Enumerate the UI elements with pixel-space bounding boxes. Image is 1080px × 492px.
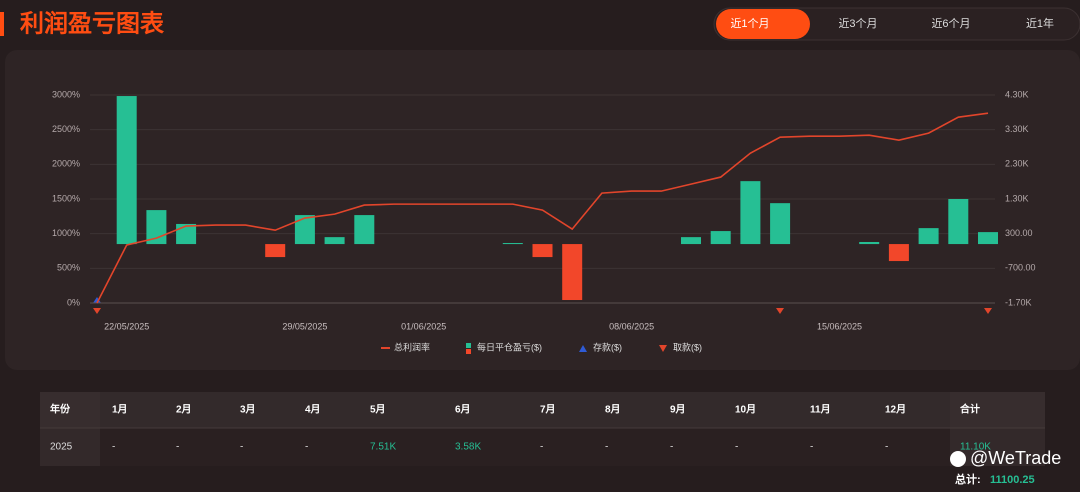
table-cell: - — [735, 442, 738, 453]
tab[interactable]: 近3个月 — [838, 17, 877, 30]
bar — [888, 244, 909, 262]
table-first-col — [40, 392, 100, 466]
x-tick-label: 15/06/2025 — [817, 321, 862, 331]
bar — [294, 215, 315, 245]
x-tick-label: 29/05/2025 — [282, 321, 327, 331]
bar — [502, 243, 523, 245]
tab[interactable]: 近1个月 — [730, 17, 769, 30]
bar — [859, 241, 880, 245]
table-header-cell: 4月 — [305, 404, 321, 416]
table-cell: - — [670, 442, 673, 453]
y2-tick-label: -1.70K — [1005, 297, 1032, 307]
tab-active[interactable] — [716, 9, 810, 39]
bar — [740, 181, 761, 245]
table-header-cell: 5月 — [370, 404, 386, 416]
y-tick-label: 1000% — [52, 228, 80, 238]
legend-label: 取款($) — [673, 341, 702, 352]
table-header-cell: 1月 — [112, 404, 128, 416]
line — [96, 112, 989, 304]
page-title: 利润盈亏图表 — [20, 9, 165, 37]
table-header-cell: 年份 — [50, 403, 71, 416]
y-tick-label: 2500% — [52, 124, 80, 134]
table-total-col — [950, 392, 1045, 466]
table-header-cell: 9月 — [670, 404, 686, 416]
table-body-row — [40, 428, 1045, 466]
table-cell: - — [176, 442, 179, 453]
table-cell: 2025 — [50, 442, 73, 453]
bar — [562, 244, 583, 301]
y-tick-label: 0% — [67, 297, 80, 307]
table-cell: 7.51K — [370, 442, 396, 453]
footer-value: 11100.25 — [990, 474, 1035, 486]
table-cell: - — [885, 442, 888, 453]
x-tick-label: 22/05/2025 — [104, 321, 149, 331]
withdraw-marker — [984, 308, 992, 314]
table-header-cell: 6月 — [455, 404, 471, 416]
watermark: @WeTrade — [970, 448, 1061, 468]
bar — [354, 215, 375, 245]
legend-swatch — [466, 343, 471, 348]
table-cell: - — [112, 442, 115, 453]
y-tick-label: 2000% — [52, 159, 80, 169]
table-header-cell: 3月 — [240, 404, 256, 416]
withdraw-marker — [93, 308, 101, 314]
tab[interactable]: 近6个月 — [931, 17, 970, 30]
x-tick-label: 08/06/2025 — [609, 321, 654, 331]
table-header-cell: 12月 — [885, 404, 906, 416]
bar — [681, 237, 701, 245]
table-cell: - — [240, 442, 243, 453]
deposit-marker — [93, 297, 101, 303]
title-accent — [0, 12, 4, 36]
bar — [948, 199, 969, 245]
legend-label: 存款($) — [593, 341, 622, 352]
withdraw-marker — [776, 308, 784, 314]
bar — [918, 228, 939, 245]
y-tick-label: 3000% — [52, 89, 80, 99]
watermark-icon — [950, 451, 966, 467]
tab[interactable]: 近1年 — [1026, 16, 1054, 30]
table-cell: - — [305, 442, 308, 453]
table-cell: - — [810, 442, 813, 453]
table-header-cell: 7月 — [540, 404, 556, 416]
bar — [710, 231, 731, 245]
y2-tick-label: -700.00 — [1005, 263, 1036, 273]
table-header-row — [40, 392, 1045, 428]
y2-tick-label: 3.30K — [1005, 124, 1029, 134]
legend-swatch — [466, 349, 471, 354]
table-cell: - — [605, 442, 608, 453]
y2-tick-label: 300.00 — [1005, 228, 1033, 238]
y-tick-label: 1500% — [52, 193, 80, 203]
x-tick-label: 01/06/2025 — [401, 321, 446, 331]
table-cell: 11.10K — [960, 442, 991, 453]
y-tick-label: 500% — [57, 263, 80, 273]
legend-marker — [579, 345, 587, 352]
table-header-cell: 2月 — [176, 404, 192, 416]
y2-tick-label: 2.30K — [1005, 159, 1029, 169]
legend-label: 总利润率 — [394, 341, 430, 352]
bar — [116, 96, 137, 245]
table-cell: 3.58K — [455, 442, 481, 453]
bar — [176, 223, 197, 245]
y2-tick-label: 1.30K — [1005, 193, 1029, 203]
y2-tick-label: 4.30K — [1005, 89, 1029, 99]
legend-marker — [659, 345, 667, 352]
bar — [978, 232, 998, 245]
bar — [532, 244, 553, 258]
legend-label: 每日平仓盈亏($) — [477, 341, 542, 352]
table-header-cell: 合计 — [959, 403, 980, 416]
table-header-cell: 10月 — [735, 404, 756, 416]
bar — [265, 244, 286, 258]
table-header-cell: 8月 — [605, 404, 621, 416]
bar — [770, 203, 791, 245]
table-cell: - — [540, 442, 543, 453]
bar — [324, 237, 345, 245]
table-header-cell: 11月 — [810, 404, 831, 416]
footer-label: 总计: — [955, 472, 981, 486]
